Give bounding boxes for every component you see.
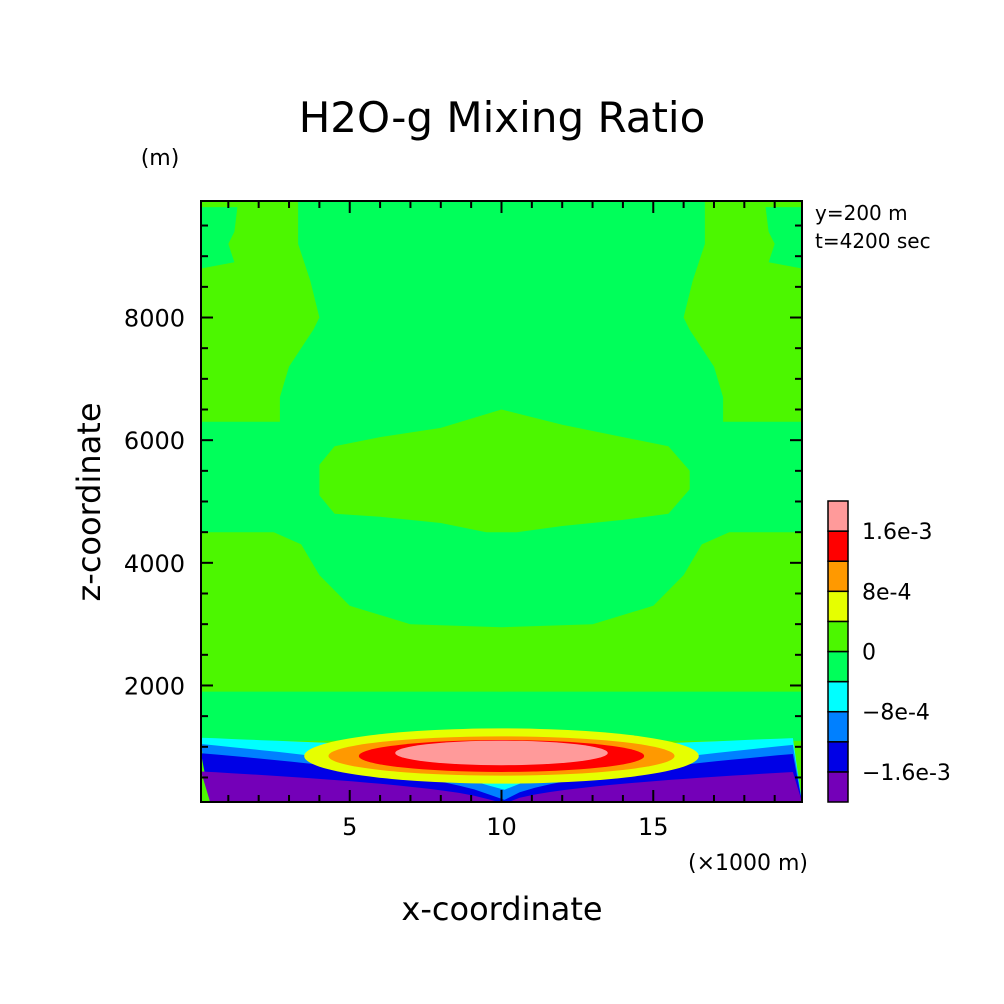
annotation-t: t=4200 sec [815,229,931,253]
y-tick-label: 8000 [124,305,185,333]
colorbar-swatch [827,590,849,623]
contour-field [201,201,802,802]
y-tick-label: 2000 [124,672,185,700]
x-tick-label: 5 [342,813,357,841]
colorbar-swatch [827,620,849,653]
contour-region-upper-column [298,201,705,407]
colorbar-swatch [827,741,849,773]
contour-region-mid-island [319,409,690,533]
colorbar-label: 0 [862,641,876,666]
colorbar-swatch [827,500,849,532]
contour-region-lower-band [201,691,802,741]
axis-ticks: 5 10 15 2000 4000 6000 8000 [124,201,802,841]
contour-region-corner-left [201,207,238,269]
chart-title: H2O-g Mixing Ratio [299,93,706,142]
y-unit-label: (m) [141,146,180,171]
x-unit-label: (×1000 m) [688,851,808,876]
y-tick-label: 4000 [124,550,185,578]
colorbar-swatch [827,560,849,593]
contour-region-lens-3 [395,740,608,766]
x-axis-title: x-coordinate [401,890,602,928]
colorbar-label: 1.6e-3 [862,520,932,545]
x-tick-label: 15 [638,813,669,841]
colorbar-swatch [827,710,849,743]
colorbar-swatch [827,650,849,683]
y-axis-title: z-coordinate [70,402,108,601]
colorbar: 1.6e-3 8e-4 0 −8e-4 −1.6e-3 [827,500,951,803]
colorbar-swatch [827,680,849,713]
contour-region-purple [201,771,802,802]
x-tick-label: 10 [486,813,517,841]
contour-region-ribbon [201,618,802,692]
contour-region-corner-right [765,207,802,269]
y-tick-label: 6000 [124,427,185,455]
colorbar-label: −1.6e-3 [862,761,951,786]
colorbar-label: 8e-4 [862,580,911,605]
colorbar-swatch [827,771,849,803]
colorbar-swatch [827,530,849,562]
annotation-y: y=200 m [815,201,908,225]
colorbar-label: −8e-4 [862,701,930,726]
